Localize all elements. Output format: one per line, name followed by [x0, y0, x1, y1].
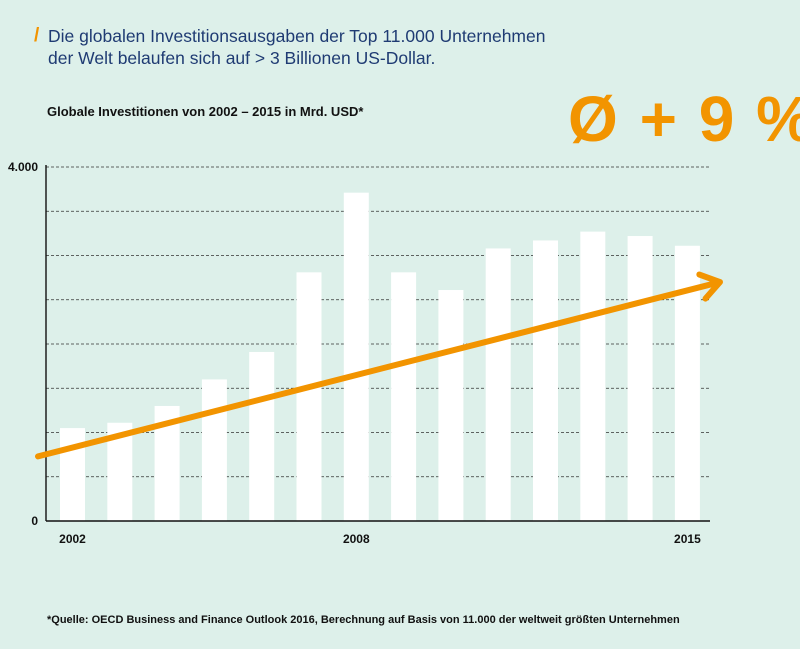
bar-2013 [580, 231, 606, 522]
x-tick-label: 2002 [59, 532, 86, 546]
trend-arrowhead [696, 271, 723, 302]
x-tick-label: 2015 [674, 532, 701, 546]
y-tick-label: 4.000 [8, 160, 38, 174]
headline-line-1: Die globalen Investitionsausgaben der To… [48, 26, 546, 46]
x-tick-label: 2008 [343, 532, 370, 546]
bars [60, 192, 700, 522]
trend-line [35, 280, 720, 460]
growth-rate-label: Ø + 9 % [568, 83, 800, 155]
bar-2009 [391, 272, 417, 521]
bar-2014 [627, 236, 653, 521]
bar-2008 [343, 192, 369, 522]
bar-2006 [249, 351, 275, 521]
headline-accent: / [34, 25, 40, 46]
chart-title: Globale Investitionen von 2002 – 2015 in… [47, 104, 364, 119]
headline: Die globalen Investitionsausgaben der To… [48, 25, 608, 69]
bar-2002 [60, 428, 85, 521]
tick-labels: 0 4.000 2002 2008 2015 [8, 160, 701, 546]
bar-2005 [201, 379, 227, 521]
y-tick-label: 0 [31, 514, 38, 528]
trend-arrow [35, 271, 723, 460]
axes [45, 165, 710, 522]
bar-2012 [533, 240, 558, 521]
headline-line-2: der Welt belaufen sich auf > 3 Billionen… [48, 48, 436, 68]
source-footnote: *Quelle: OECD Business and Finance Outlo… [47, 614, 680, 626]
bar-2011 [485, 248, 511, 522]
bar-2010 [438, 290, 464, 521]
bar-2007 [296, 272, 322, 521]
